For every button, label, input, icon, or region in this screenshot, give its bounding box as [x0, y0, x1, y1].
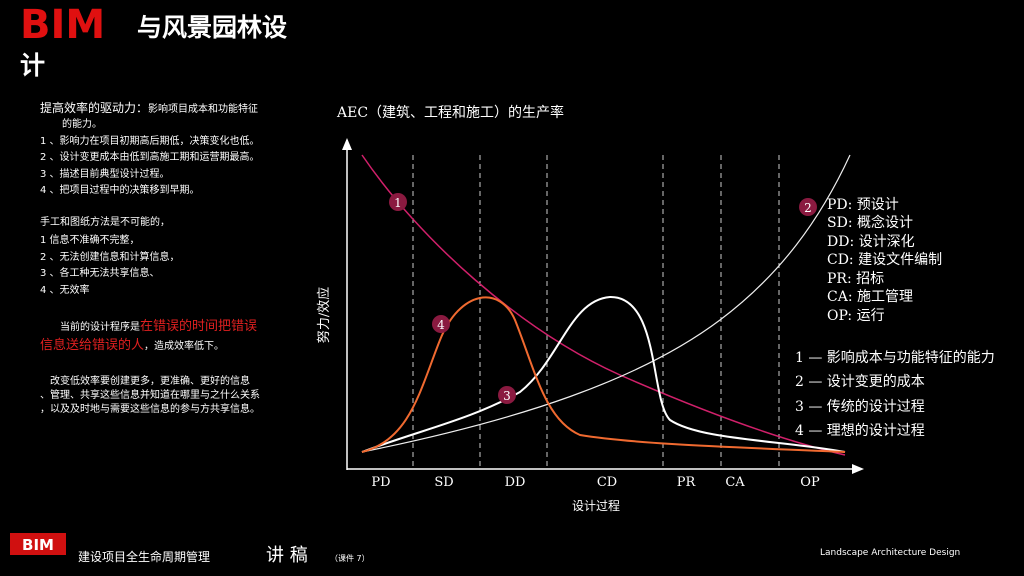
manual-item: 1 信息不准确不完整，: [40, 233, 140, 246]
curve-legend-item: 4 — 理想的设计过程: [795, 423, 925, 439]
current-a: 当前的设计程序是: [60, 320, 140, 333]
phase-legend: PD: 预设计 SD: 概念设计 DD: 设计深化 CD: 建设文件编制 PR:…: [827, 197, 942, 324]
heading-rest: 影响项目成本和功能特征: [148, 102, 258, 115]
curve-change-cost: [361, 154, 851, 453]
marker: 2: [804, 201, 812, 215]
marker: 3: [503, 389, 511, 403]
change: 改变低效率要创建更多，更准确、更好的信息: [50, 374, 250, 387]
phase: OP: [800, 475, 820, 490]
curve-legend-item: 2 — 设计变更的成本: [795, 374, 925, 390]
y-label: 努力/效应: [316, 287, 332, 343]
x-arrow: [852, 464, 864, 474]
change: ，以及及时地与需要这些信息的参与方共享信息。: [40, 402, 260, 415]
y-arrow: [342, 138, 352, 150]
logo: BIM: [22, 536, 54, 554]
phase: CD: [597, 475, 617, 490]
manual-item: 4 、无效率: [40, 283, 90, 296]
current-red: 信息送给错误的人: [40, 337, 144, 353]
logo-box: [10, 533, 66, 555]
driver: 1 、影响力在项目初期高后期低，决策变化也低。: [40, 134, 260, 147]
footer-small: （课件 7）: [330, 553, 370, 563]
diagram: AEC（建筑、工程和施工）的生产率 努力/效应 1 2 3 4 PD SD DD…: [316, 104, 995, 513]
phase-labels: PD SD DD CD PR CA OP: [371, 475, 820, 490]
diagram-title: AEC（建筑、工程和施工）的生产率: [336, 104, 564, 121]
phase: PD: [371, 475, 390, 490]
phase-legend-item: PR: 招标: [827, 271, 884, 287]
driver: 3 、描述目前典型设计过程。: [40, 167, 170, 180]
phase-legend-item: CD: 建设文件编制: [827, 252, 942, 268]
marker: 1: [394, 196, 402, 210]
heading: 提高效率的驱动力：影响项目成本和功能特征: [40, 100, 258, 115]
marker-circle: [432, 315, 450, 333]
heading-cont: 的能力。: [62, 117, 102, 130]
driver: 2 、设计变更成本由低到高施工期和运营期最高。: [40, 150, 260, 163]
phase-legend-item: CA: 施工管理: [827, 289, 913, 305]
footer-big: 讲 稿: [266, 545, 308, 566]
current-2: 信息送给错误的人，造成效率低下。: [40, 337, 224, 353]
curve-legend-item: 3 — 传统的设计过程: [795, 399, 925, 415]
footer-text: 建设项目全生命周期管理: [78, 549, 210, 564]
footer-right: Landscape Architecture Design: [820, 548, 960, 558]
manual-item: 2 、无法创建信息和计算信息，: [40, 250, 180, 263]
curve-legend-item: 1 — 影响成本与功能特征的能力: [795, 350, 995, 366]
phase-legend-item: DD: 设计深化: [827, 234, 915, 250]
phase: DD: [505, 475, 526, 490]
phase: SD: [434, 475, 453, 490]
phase-legend-item: OP: 运行: [827, 308, 885, 324]
manual-item: 3 、各工种无法共享信息、: [40, 266, 160, 279]
current: 当前的设计程序是在错误的时间把错误: [60, 318, 257, 334]
title-bim: BIM: [20, 2, 105, 48]
title-line2: 计: [20, 51, 45, 80]
phase: CA: [725, 475, 745, 490]
phase: PR: [677, 475, 697, 490]
manual-title: 手工和图纸方法是不可能的，: [40, 215, 170, 228]
current-red: 在错误的时间把错误: [140, 318, 257, 334]
left-text: 提高效率的驱动力：影响项目成本和功能特征 的能力。 1 、影响力在项目初期高后期…: [40, 100, 260, 415]
phase-legend-item: PD: 预设计: [827, 197, 899, 213]
curve-legend: 1 — 影响成本与功能特征的能力 2 — 设计变更的成本 3 — 传统的设计过程…: [795, 350, 995, 439]
markers: 1 2 3 4: [389, 193, 817, 404]
marker-circle: [799, 198, 817, 216]
curve-influence: [361, 154, 846, 456]
change: 、管理、共享这些信息并知道在哪里与之什么关系: [40, 388, 260, 401]
x-label: 设计过程: [572, 498, 620, 513]
driver: 4 、把项目过程中的决策移到早期。: [40, 183, 200, 196]
footer: BIM 建设项目全生命周期管理 讲 稿 （课件 7） Landscape Arc…: [10, 533, 960, 566]
marker-circle: [498, 386, 516, 404]
phase-legend-item: SD: 概念设计: [827, 214, 913, 231]
heading-main: 提高效率的驱动力：: [40, 100, 148, 115]
current-b: ，造成效率低下。: [144, 339, 224, 352]
title: 与风景园林设: [137, 13, 287, 42]
marker: 4: [437, 318, 445, 332]
curve-traditional: [361, 295, 846, 453]
curve-ideal: [361, 296, 846, 453]
marker-circle: [389, 193, 407, 211]
